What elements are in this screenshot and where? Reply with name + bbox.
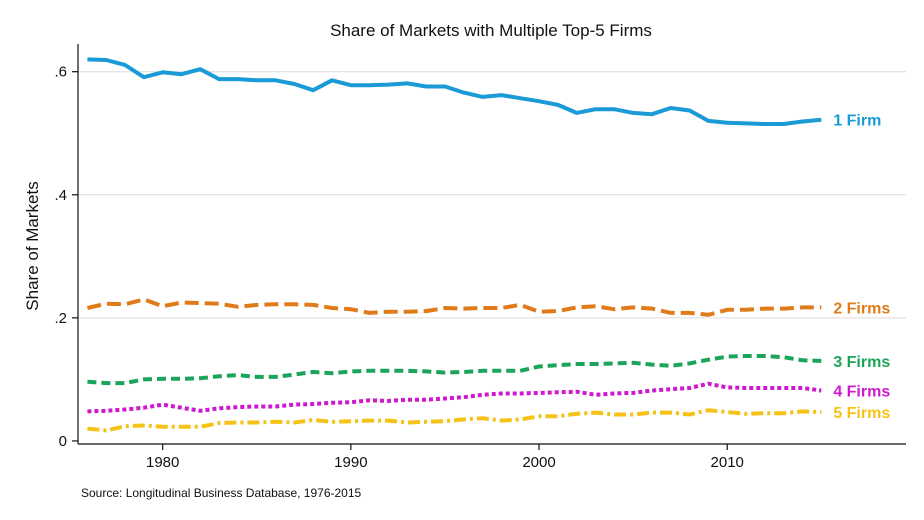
gridlines [78,71,906,319]
y-tick-label: .2 [54,310,67,327]
series-lines [86,57,822,433]
series-label-1: 1 Firm [833,113,881,130]
axes [77,44,906,445]
series-line-5 [87,408,822,433]
series-line-1 [87,57,822,126]
x-tick-label: 1990 [334,454,367,471]
y-tick-label: 0 [59,433,67,450]
y-tick-label: .4 [54,187,67,204]
y-axis-title: Share of Markets [23,181,42,310]
series-label-3: 3 Firms [833,354,890,371]
source-note: Source: Longitudinal Business Database, … [81,486,362,500]
x-tick-label: 2000 [522,454,555,471]
series-line-3 [87,354,822,386]
x-tick-label: 2010 [711,454,744,471]
chart-title: Share of Markets with Multiple Top-5 Fir… [330,21,652,40]
x-tick-label: 1980 [146,454,179,471]
series-labels: 1 Firm 2 Firms 3 Firms 4 Firms 5 Firms [833,113,890,422]
series-label-2: 2 Firms [833,300,890,317]
series-label-5: 5 Firms [833,405,890,422]
ticks: 0 .2 .4 .6 1980 1990 2000 2010 [54,64,743,471]
series-line-2 [86,297,822,317]
y-tick-label: .6 [54,64,67,81]
series-label-4: 4 Firms [833,383,890,400]
